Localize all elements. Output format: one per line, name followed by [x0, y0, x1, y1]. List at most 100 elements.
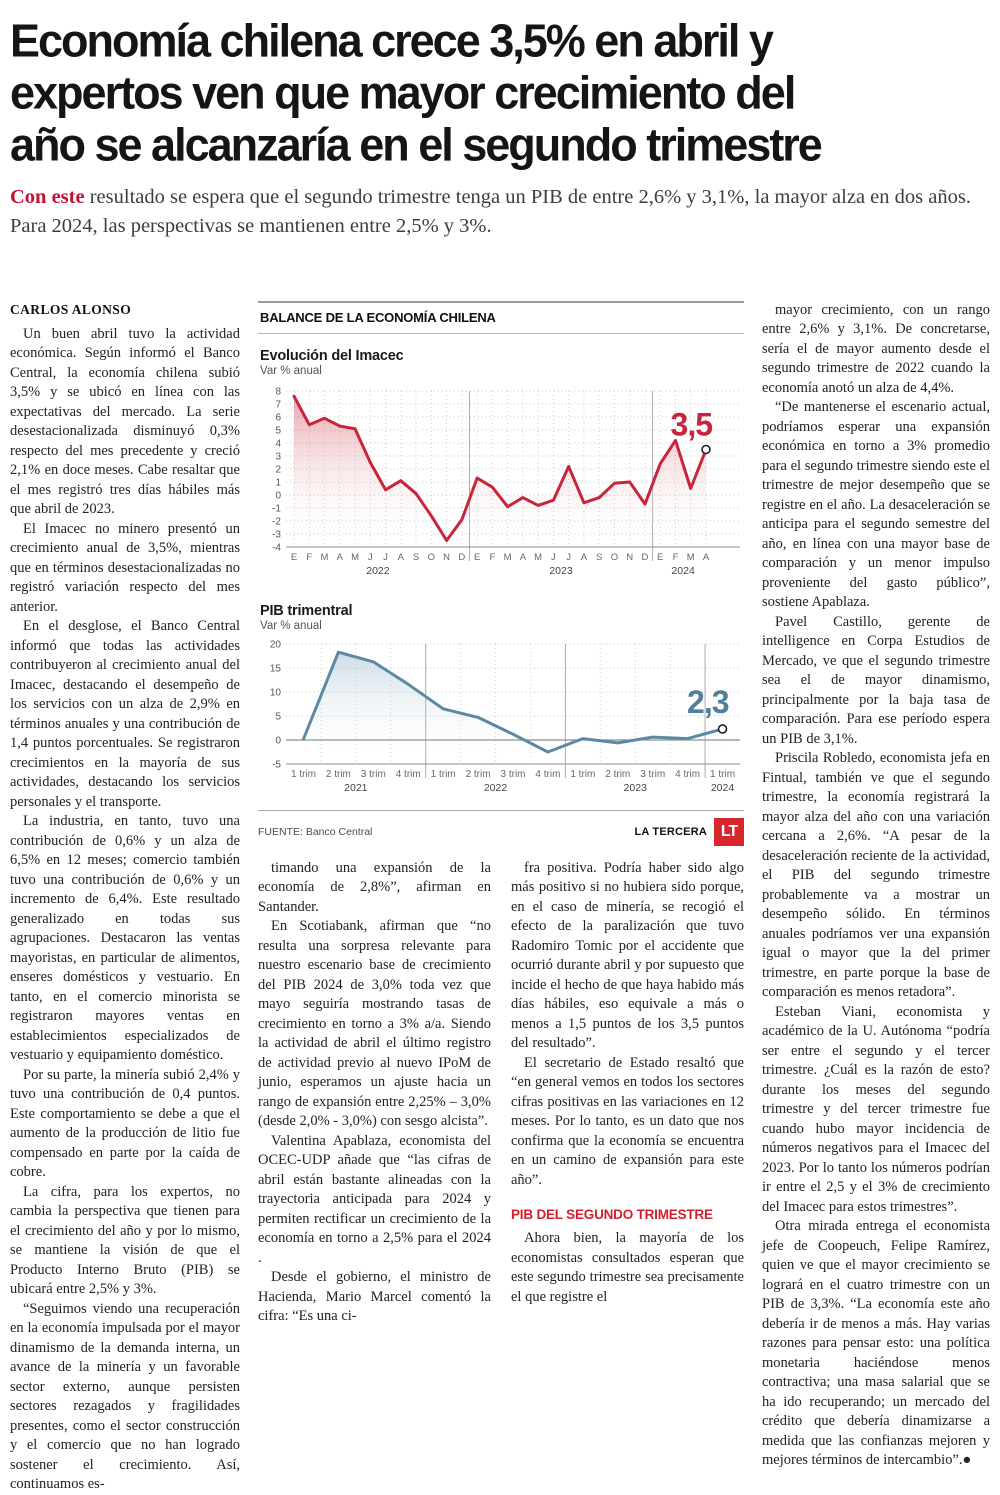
- headline-line: expertos ven que mayor crecimiento del: [10, 65, 796, 119]
- svg-text:M: M: [321, 552, 329, 563]
- svg-text:A: A: [581, 552, 588, 563]
- svg-text:-4: -4: [272, 542, 281, 553]
- column-4-paragraphs: mayor crecimiento, con un rango entre 2,…: [762, 301, 990, 1471]
- headline-line: Economía chilena crece 3,5% en abril y: [10, 14, 774, 68]
- paragraph: “De mantenerse el escenario actual, podr…: [762, 399, 990, 611]
- column-2-paragraphs: timando una expansión de la economía de …: [258, 859, 491, 1327]
- svg-text:-1: -1: [272, 503, 281, 514]
- lt-logo-icon: LT: [714, 817, 744, 846]
- lede: Con este resultado se espera que el segu…: [10, 183, 990, 240]
- svg-text:J: J: [368, 552, 373, 563]
- paragraph: Un buen abril tuvo la actividad económic…: [10, 325, 240, 518]
- column-3-paragraphs: fra positiva. Podría haber sido algo más…: [511, 859, 744, 1191]
- chart-kicker: BALANCE DE LA ECONOMÍA CHILENA: [260, 309, 496, 325]
- svg-text:O: O: [611, 552, 618, 563]
- svg-text:2 trim: 2 trim: [466, 769, 491, 780]
- paragraph: timando una expansión de la economía de …: [258, 859, 491, 915]
- paragraph: En el desglose, el Banco Central informó…: [10, 618, 240, 810]
- svg-text:F: F: [306, 552, 312, 563]
- svg-text:E: E: [291, 552, 297, 563]
- svg-text:5: 5: [275, 425, 281, 436]
- svg-text:E: E: [657, 552, 663, 563]
- svg-text:F: F: [489, 552, 495, 563]
- svg-text:A: A: [337, 552, 344, 563]
- svg-text:3: 3: [275, 451, 281, 462]
- svg-text:2 trim: 2 trim: [605, 769, 630, 780]
- svg-text:15: 15: [270, 663, 282, 674]
- svg-text:N: N: [443, 552, 450, 563]
- paragraph: En Scotiabank, afirman que “no resulta u…: [258, 918, 491, 1130]
- svg-text:5: 5: [275, 711, 281, 722]
- svg-text:3 trim: 3 trim: [361, 769, 386, 780]
- svg-text:-3: -3: [272, 529, 281, 540]
- svg-text:3 trim: 3 trim: [501, 769, 526, 780]
- pib-chart: 20 15 10 5 0 -5 2021 2022 2023 2024 1 trim 2 trim 3 …: [270, 639, 740, 794]
- svg-text:A: A: [520, 552, 527, 563]
- column-1-paragraphs: Un buen abril tuvo la actividad económic…: [10, 325, 240, 1495]
- paragraph: La industria, en tanto, tuvo una contrib…: [10, 813, 240, 1064]
- svg-text:M: M: [534, 552, 542, 563]
- svg-text:M: M: [687, 552, 695, 563]
- svg-text:E: E: [474, 552, 480, 563]
- svg-text:0: 0: [275, 490, 281, 501]
- svg-text:1 trim: 1 trim: [431, 769, 456, 780]
- divider: [258, 332, 744, 334]
- svg-text:1 trim: 1 trim: [710, 769, 735, 780]
- svg-text:3,5: 3,5: [671, 406, 713, 442]
- source-row: FUENTE: Banco Central LA TERCERA LT: [258, 809, 744, 846]
- lede-lead-in: Con este: [10, 186, 85, 209]
- svg-text:2023: 2023: [549, 565, 573, 577]
- svg-text:2024: 2024: [671, 565, 695, 577]
- paragraph: Esteban Viani, economista y académico de…: [762, 1003, 990, 1215]
- paragraph: “Seguimos viendo una recuperación en la …: [10, 1300, 240, 1493]
- paragraph: Desde el gobierno, el ministro de Hacien…: [258, 1269, 491, 1325]
- svg-text:-2: -2: [272, 516, 281, 527]
- svg-text:F: F: [673, 552, 679, 563]
- svg-text:3 trim: 3 trim: [640, 769, 665, 780]
- divider: [258, 300, 744, 303]
- paragraph: Pavel Castillo, gerente de intelligence …: [762, 613, 990, 747]
- text-column-1: CARLOS ALONSO Un buen abril tuvo la acti…: [10, 301, 240, 1495]
- paragraph: Otra mirada entrega el economista jefe d…: [762, 1218, 990, 1469]
- byline: CARLOS ALONSO: [10, 301, 132, 317]
- svg-text:2,3: 2,3: [687, 684, 729, 720]
- paragraph: Valentina Apablaza, economista del OCEC-…: [258, 1132, 491, 1266]
- paragraph: mayor crecimiento, con un rango entre 2,…: [762, 301, 990, 396]
- svg-text:S: S: [413, 552, 419, 563]
- chart-source: FUENTE: Banco Central: [258, 825, 373, 838]
- svg-text:A: A: [398, 552, 405, 563]
- paragraph: Por su parte, la minería subió 2,4% y tu…: [10, 1066, 240, 1181]
- svg-text:D: D: [458, 552, 465, 563]
- svg-text:2023: 2023: [624, 782, 648, 794]
- svg-text:8: 8: [275, 386, 281, 397]
- headline: Economía chilena crece 3,5% en abril y e…: [10, 14, 990, 171]
- svg-text:S: S: [596, 552, 602, 563]
- middle-text-columns: timando una expansión de la economía de …: [258, 859, 744, 1327]
- svg-text:2024: 2024: [711, 782, 735, 794]
- middle-columns: BALANCE DE LA ECONOMÍA CHILENA Evolución…: [258, 300, 744, 1327]
- svg-text:J: J: [383, 552, 388, 563]
- svg-text:M: M: [504, 552, 512, 563]
- paragraph: El Imacec no minero presentó un crecimie…: [10, 520, 240, 615]
- svg-text:4 trim: 4 trim: [675, 769, 700, 780]
- article-body: CARLOS ALONSO Un buen abril tuvo la acti…: [10, 300, 990, 1495]
- paragraph: Priscila Robledo, economista jefa en Fin…: [762, 750, 990, 1001]
- svg-text:J: J: [566, 552, 571, 563]
- svg-text:1 trim: 1 trim: [570, 769, 595, 780]
- svg-text:N: N: [626, 552, 633, 563]
- paragraph: Ahora bien, la mayoría de los economista…: [511, 1230, 744, 1305]
- svg-text:A: A: [703, 552, 710, 563]
- svg-text:7: 7: [275, 399, 281, 410]
- svg-text:1 trim: 1 trim: [291, 769, 316, 780]
- pib-chart-subtitle: Var % anual: [260, 619, 322, 632]
- svg-text:1: 1: [275, 477, 281, 488]
- imacec-chart-title: Evolución del Imacec: [260, 347, 404, 364]
- paragraph: fra positiva. Podría haber sido algo más…: [511, 859, 744, 1052]
- svg-text:2022: 2022: [484, 782, 508, 794]
- svg-text:J: J: [551, 552, 556, 563]
- column-3-paragraphs: Ahora bien, la mayoría de los economista…: [511, 1229, 744, 1307]
- brand: LA TERCERA LT: [635, 817, 744, 846]
- svg-text:O: O: [428, 552, 435, 563]
